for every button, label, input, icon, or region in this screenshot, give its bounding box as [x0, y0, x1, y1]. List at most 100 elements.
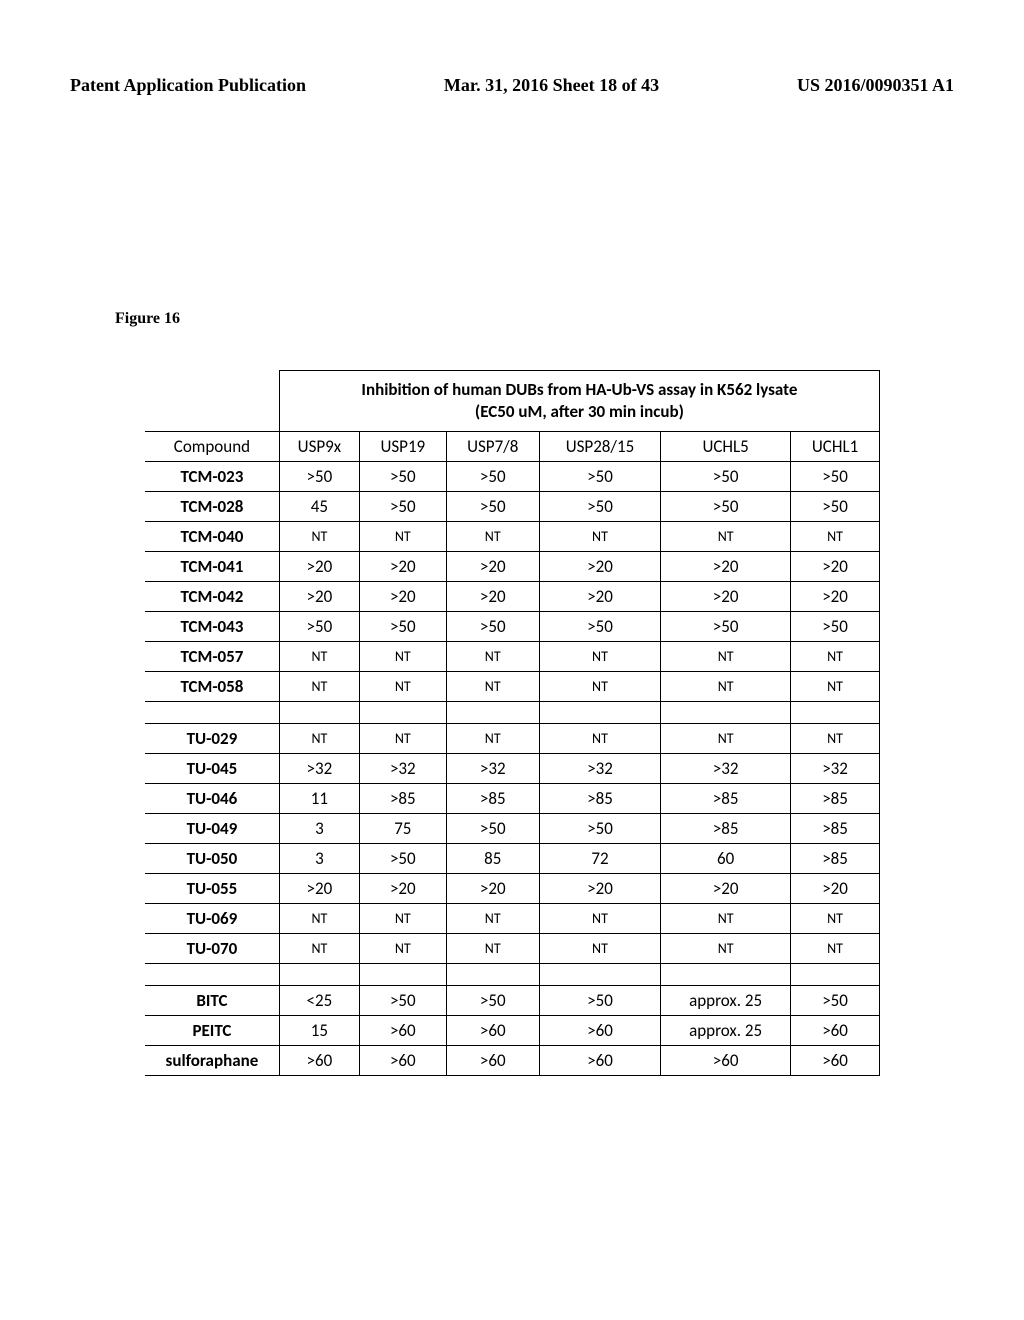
col-usp9x: USP9x: [279, 432, 359, 462]
value-cell: NT: [539, 642, 660, 672]
value-cell: NT: [279, 724, 359, 754]
value-cell: >50: [791, 492, 880, 522]
value-cell: >32: [539, 754, 660, 784]
compound-name-cell: TCM-028: [145, 492, 279, 522]
compound-name-cell: TU-070: [145, 934, 279, 964]
value-cell: >20: [661, 582, 791, 612]
table-body-section2: TU-029NTNTNTNTNTNTTU-045>32>32>32>32>32>…: [145, 724, 880, 964]
value-cell: >50: [539, 492, 660, 522]
value-cell: >32: [791, 754, 880, 784]
value-cell: 3: [279, 844, 359, 874]
compound-name-cell: TCM-023: [145, 462, 279, 492]
compound-name-cell: TCM-058: [145, 672, 279, 702]
value-cell: >20: [539, 552, 660, 582]
table-row: TU-04611>85>85>85>85>85: [145, 784, 880, 814]
table-row: TU-070NTNTNTNTNTNT: [145, 934, 880, 964]
page-header: Patent Application Publication Mar. 31, …: [0, 75, 1024, 96]
value-cell: >60: [539, 1016, 660, 1046]
compound-name-cell: TU-046: [145, 784, 279, 814]
value-cell: NT: [661, 934, 791, 964]
compound-name-cell: TU-050: [145, 844, 279, 874]
compound-name-cell: TCM-041: [145, 552, 279, 582]
value-cell: >85: [446, 784, 539, 814]
value-cell: NT: [791, 904, 880, 934]
value-cell: >50: [661, 492, 791, 522]
value-cell: NT: [446, 904, 539, 934]
value-cell: >20: [446, 552, 539, 582]
compound-name-cell: sulforaphane: [145, 1046, 279, 1076]
dub-inhibition-table: Inhibition of human DUBs from HA-Ub-VS a…: [145, 370, 880, 1076]
header-right: US 2016/0090351 A1: [797, 75, 954, 96]
compound-name-cell: TU-045: [145, 754, 279, 784]
value-cell: approx. 25: [661, 1016, 791, 1046]
empty-separator-row: [145, 702, 880, 724]
value-cell: >20: [359, 582, 446, 612]
compound-name-cell: TCM-057: [145, 642, 279, 672]
value-cell: >20: [359, 552, 446, 582]
value-cell: >20: [359, 874, 446, 904]
value-cell: >85: [539, 784, 660, 814]
compound-name-cell: PEITC: [145, 1016, 279, 1046]
value-cell: >85: [791, 844, 880, 874]
value-cell: NT: [661, 522, 791, 552]
value-cell: >50: [791, 462, 880, 492]
value-cell: >60: [446, 1046, 539, 1076]
value-cell: >60: [661, 1046, 791, 1076]
value-cell: NT: [661, 724, 791, 754]
value-cell: >50: [359, 612, 446, 642]
value-cell: 85: [446, 844, 539, 874]
value-cell: NT: [279, 904, 359, 934]
value-cell: NT: [359, 934, 446, 964]
value-cell: >20: [279, 582, 359, 612]
value-cell: >50: [539, 814, 660, 844]
value-cell: NT: [279, 934, 359, 964]
compound-name-cell: TCM-042: [145, 582, 279, 612]
value-cell: >20: [661, 552, 791, 582]
value-cell: >50: [359, 844, 446, 874]
value-cell: NT: [791, 522, 880, 552]
value-cell: >20: [791, 874, 880, 904]
value-cell: >50: [791, 612, 880, 642]
table-body-section3: BITC<25>50>50>50approx. 25>50PEITC15>60>…: [145, 986, 880, 1076]
col-usp19: USP19: [359, 432, 446, 462]
empty-separator-row: [145, 964, 880, 986]
value-cell: >60: [446, 1016, 539, 1046]
table-body-section1: TCM-023>50>50>50>50>50>50TCM-02845>50>50…: [145, 462, 880, 702]
value-cell: NT: [279, 672, 359, 702]
value-cell: NT: [539, 672, 660, 702]
compound-name-cell: TU-049: [145, 814, 279, 844]
value-cell: NT: [791, 934, 880, 964]
value-cell: 72: [539, 844, 660, 874]
value-cell: >50: [446, 986, 539, 1016]
table-row: TU-069NTNTNTNTNTNT: [145, 904, 880, 934]
value-cell: >50: [539, 462, 660, 492]
header-left: Patent Application Publication: [70, 75, 306, 96]
value-cell: NT: [661, 904, 791, 934]
compound-name-cell: TCM-040: [145, 522, 279, 552]
value-cell: >60: [279, 1046, 359, 1076]
col-usp2815: USP28/15: [539, 432, 660, 462]
table-row: TCM-040NTNTNTNTNTNT: [145, 522, 880, 552]
value-cell: NT: [446, 672, 539, 702]
value-cell: NT: [446, 934, 539, 964]
value-cell: >20: [539, 874, 660, 904]
col-usp78: USP7/8: [446, 432, 539, 462]
value-cell: 3: [279, 814, 359, 844]
compound-name-cell: TU-029: [145, 724, 279, 754]
table-row: TCM-043>50>50>50>50>50>50: [145, 612, 880, 642]
value-cell: 15: [279, 1016, 359, 1046]
table-title: Inhibition of human DUBs from HA-Ub-VS a…: [279, 371, 879, 432]
compound-name-cell: TCM-043: [145, 612, 279, 642]
value-cell: NT: [539, 724, 660, 754]
compound-header: Compound: [145, 432, 279, 462]
value-cell: >60: [791, 1016, 880, 1046]
value-cell: NT: [359, 642, 446, 672]
header-center: Mar. 31, 2016 Sheet 18 of 43: [444, 75, 659, 96]
value-cell: 45: [279, 492, 359, 522]
value-cell: >50: [279, 612, 359, 642]
value-cell: >20: [446, 874, 539, 904]
value-cell: >50: [791, 986, 880, 1016]
value-cell: 75: [359, 814, 446, 844]
value-cell: >50: [279, 462, 359, 492]
table-row: TCM-02845>50>50>50>50>50: [145, 492, 880, 522]
